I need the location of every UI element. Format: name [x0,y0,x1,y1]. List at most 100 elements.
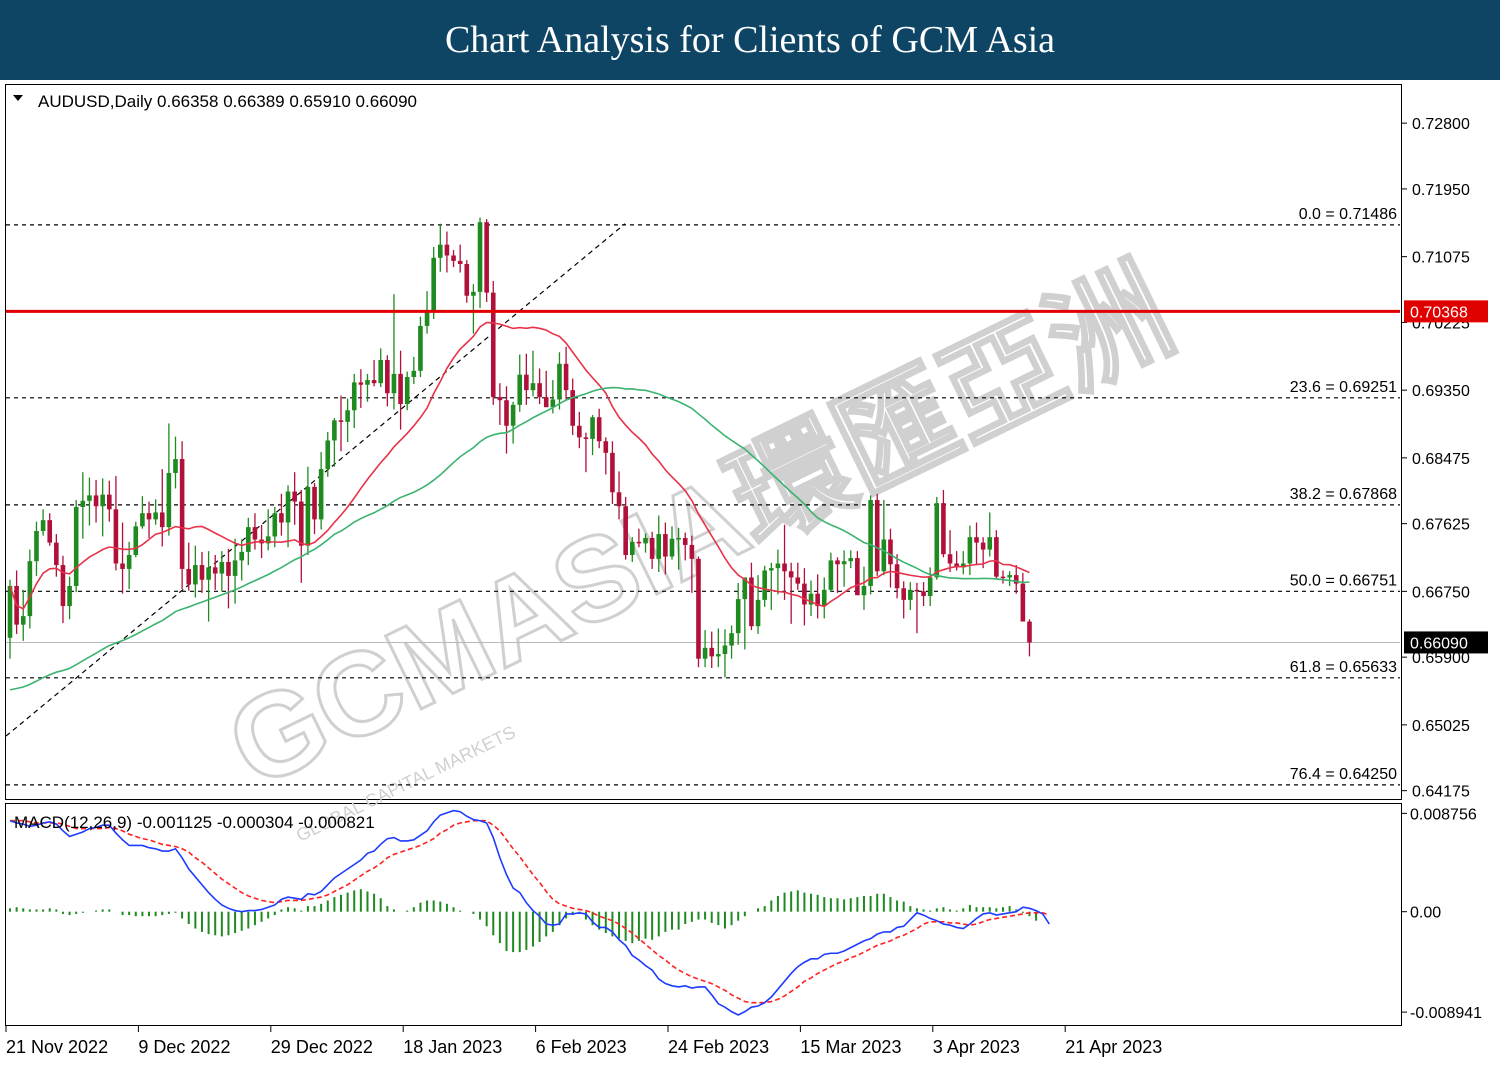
candle-body [821,589,827,607]
macd-tick-label: -0.008941 [1410,1005,1482,1022]
candle-body [762,570,767,600]
candle-body [73,507,79,586]
price-tick-label: 0.71075 [1412,250,1470,267]
date-tick-label: 29 Dec 2022 [271,1037,373,1057]
resistance-tag-label: 0.70368 [1410,304,1468,321]
candle-body [629,541,635,555]
candle-body [20,616,26,625]
candle-body [775,563,781,569]
candle-body [292,491,297,502]
candle-body [841,561,847,565]
candle-body [868,500,873,586]
candle-body [557,363,562,400]
candle-body [808,593,814,605]
macd-signal-line [10,819,1050,1004]
candle-body [563,363,569,391]
price-panel [5,84,1402,800]
candle-body [954,563,959,568]
candle-body [570,390,575,426]
candle-body [722,645,728,655]
date-tick-label: 21 Nov 2022 [6,1037,108,1057]
macd-line [9,809,1051,1016]
candle-body [206,567,211,580]
fibonacci-levels: 0.0 = 0.71486 23.6 = 0.69251 38.2 = 0.6786… [6,206,1400,786]
candle-body [140,513,145,527]
candle-body [524,374,529,391]
candle-body [663,534,668,557]
price-header: AUDUSD,Daily 0.66358 0.66389 0.65910 0.6… [38,92,417,111]
candle-body [438,244,443,258]
candle-body [126,554,132,569]
candle-body [610,452,615,493]
candle-body [1000,576,1006,579]
candle-body [577,425,582,438]
dropdown-arrow-icon [13,95,23,101]
candle-body [332,420,337,441]
candle-body [828,560,834,590]
title-banner [0,0,1500,80]
candle-body [1020,583,1026,622]
fib-label: 23.6 = 0.69251 [1290,379,1397,396]
candle-body [391,373,397,394]
candle-body [490,292,496,398]
date-tick-label: 3 Apr 2023 [933,1037,1020,1057]
candle-body [848,558,854,562]
candle-body [550,399,556,408]
trend-line [5,223,626,737]
candle-body [153,512,158,520]
candle-body [40,520,46,531]
candle-body [457,260,463,264]
candle-body [252,527,258,540]
candle-body [34,531,39,562]
fib-label: 61.8 = 0.65633 [1290,659,1397,676]
candle-body [682,537,688,545]
price-labels: AUDUSD,Daily 0.66358 0.66389 0.65910 0.6… [13,92,1488,832]
candlesticks [7,217,1032,678]
candle-body [232,560,238,576]
candle-body [497,397,503,401]
candle-body [530,383,536,391]
candle-body [471,291,476,296]
candle-body [60,565,66,607]
current-price-tag-label: 0.66090 [1410,635,1468,652]
candle-body [312,486,317,520]
candle-body [669,538,675,557]
current-price-tag [1404,631,1488,654]
candle-body [246,527,251,552]
candle-body [921,591,926,597]
candle-body [855,558,860,596]
date-tick-label: 21 Apr 2023 [1065,1037,1162,1057]
candle-body [596,417,602,442]
candle-body [656,534,662,559]
watermark-text: GCMASIA環匯亞洲 [209,244,1192,814]
date-tick-label: 6 Feb 2023 [536,1037,627,1057]
date-tick-label: 18 Jan 2023 [403,1037,502,1057]
candle-body [173,459,178,473]
trend-lines [5,223,626,737]
candle-body [325,440,331,470]
fib-label: 50.0 = 0.66751 [1290,572,1397,589]
candle-body [590,417,595,439]
candle-body [345,410,350,422]
macd-header: MACD(12,26,9) -0.001125 -0.000304 -0.000… [14,813,375,832]
candle-body [431,257,436,312]
candle-body [226,561,231,576]
candle-body [735,599,741,634]
candle-body [358,382,364,385]
candle-body [378,359,384,384]
candle-body [404,376,410,405]
candle-body [689,544,695,559]
candle-body [193,565,198,585]
candle-body [716,654,721,657]
candle-body [186,568,192,585]
macd-tick-label: 0.00 [1410,905,1441,922]
candle-body [802,583,807,605]
candle-body [113,509,119,564]
candle-body [749,577,754,627]
candle-body [100,494,105,507]
candle-body [133,526,139,555]
candle-body [365,380,370,385]
candle-body [543,397,549,408]
